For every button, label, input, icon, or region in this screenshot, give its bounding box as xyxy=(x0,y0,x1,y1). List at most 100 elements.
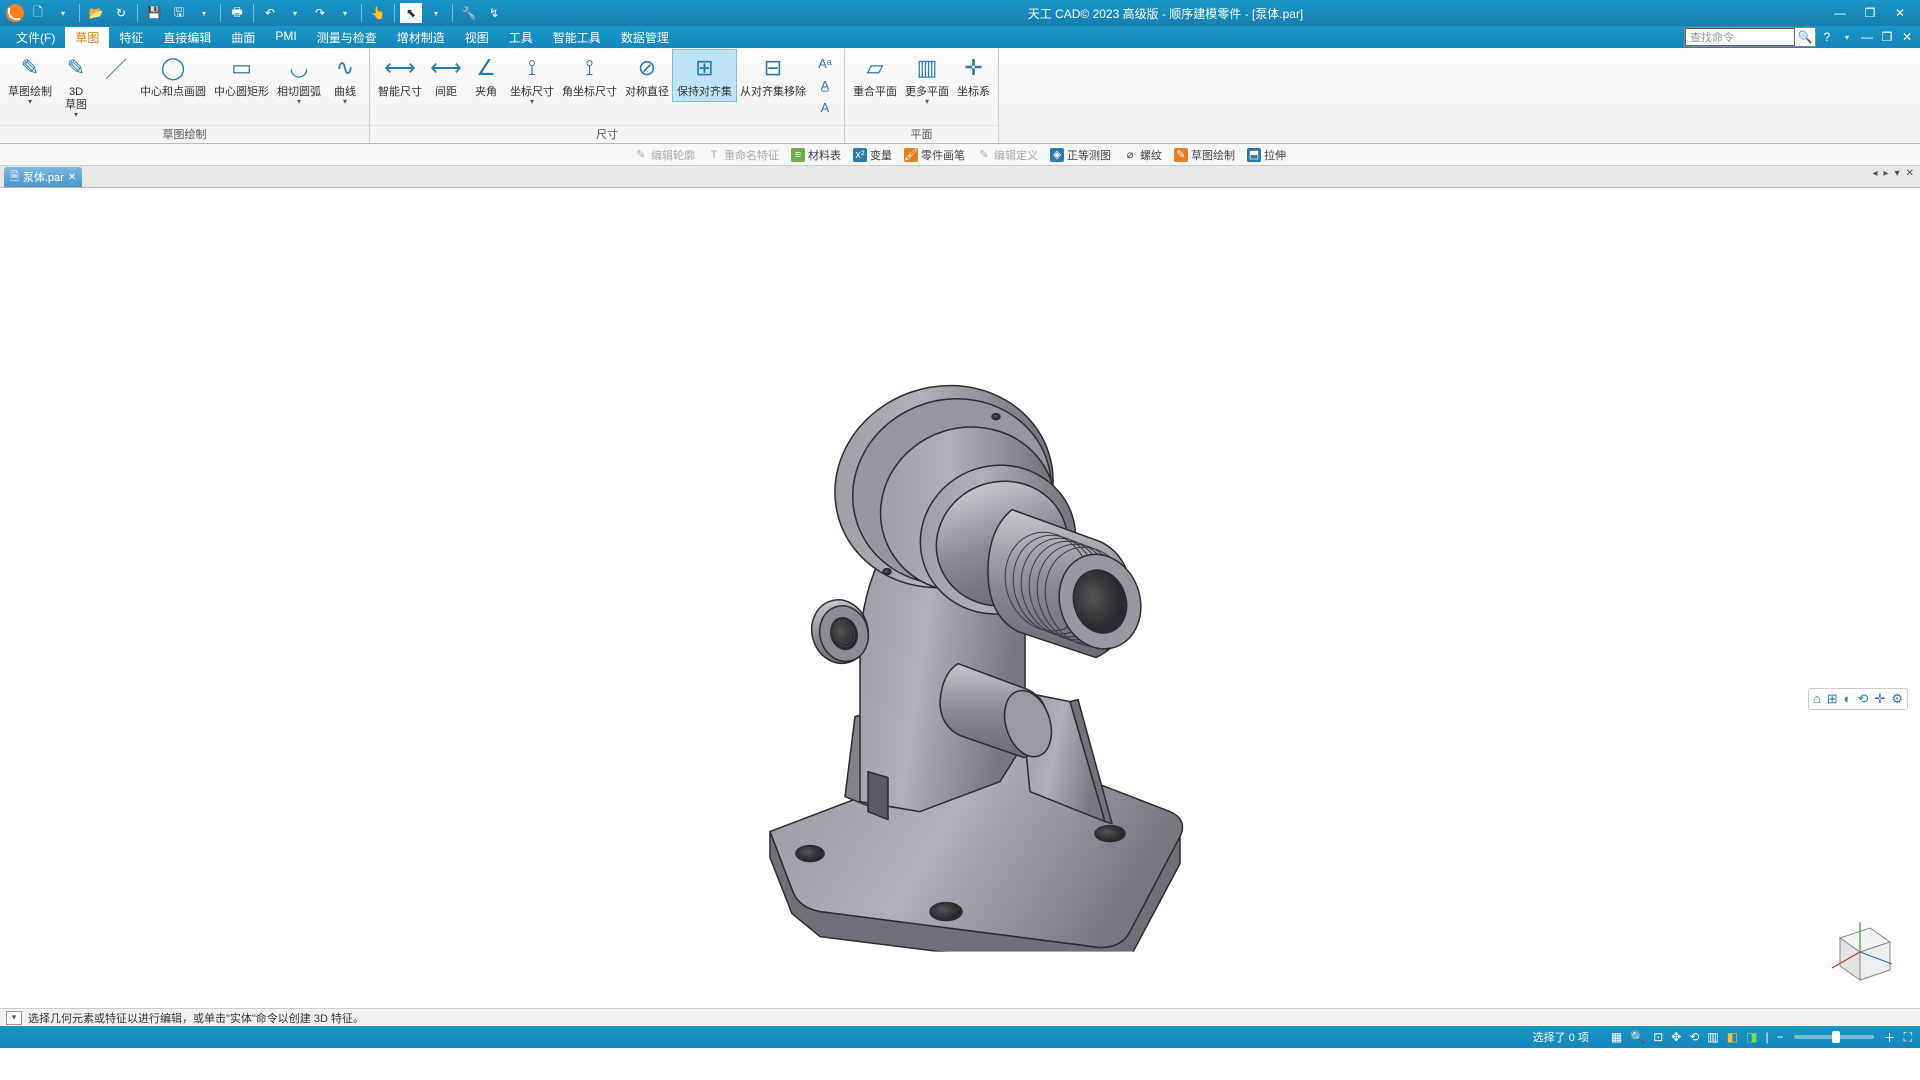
subbar-item-3[interactable]: x²变量 xyxy=(849,146,896,164)
subbar-icon: ≡ xyxy=(791,148,805,162)
qat-saveas-dd[interactable]: ▾ xyxy=(193,3,215,23)
ribbon-btn-0-5[interactable]: ◡相切圆弧▾ xyxy=(273,50,325,108)
tab-prev[interactable]: ◂ xyxy=(1871,168,1880,179)
ribbon-btn-1-1[interactable]: ⟷间距 xyxy=(426,50,466,101)
status-zoom-window-icon[interactable]: ⊡ xyxy=(1651,1030,1665,1044)
ribbon-small-1-2[interactable]: A xyxy=(812,96,838,118)
ribbon-btn-1-3[interactable]: ⟟坐标尺寸▾ xyxy=(506,50,558,108)
qat-touch[interactable]: 👆 xyxy=(367,3,389,23)
ribbon-btn-label: 从对齐集移除 xyxy=(740,86,806,99)
menu-9[interactable]: 工具 xyxy=(499,27,543,48)
nav-shade-icon[interactable]: ◐ xyxy=(1844,691,1852,707)
qat-redo[interactable]: ↷ xyxy=(309,3,331,23)
qat-save[interactable]: 💾 xyxy=(143,3,165,23)
mdi-restore[interactable]: ❐ xyxy=(1878,30,1896,44)
subbar-icon: ✎ xyxy=(1174,148,1188,162)
command-search[interactable]: 查找命令 🔍 xyxy=(1684,27,1816,47)
subbar-item-9[interactable]: ⬒拉伸 xyxy=(1243,146,1290,164)
ribbon-btn-0-3[interactable]: ◯中心和点画圆 xyxy=(136,50,210,101)
menu-4[interactable]: 曲面 xyxy=(221,27,265,48)
help-dd[interactable]: ▾ xyxy=(1838,33,1856,42)
status-rotate-icon[interactable]: ⟲ xyxy=(1687,1030,1701,1044)
menu-10[interactable]: 智能工具 xyxy=(543,27,611,48)
status-pan-icon[interactable]: ✥ xyxy=(1669,1030,1683,1044)
doc-tab-active[interactable]: 🗎 泵体.par ✕ xyxy=(4,167,82,187)
subbar-item-4[interactable]: 🖌零件画笔 xyxy=(900,146,969,164)
qat-redo-dd[interactable]: ▾ xyxy=(334,3,356,23)
tab-list[interactable]: ▾ xyxy=(1893,168,1902,179)
qat-tool2[interactable]: ↯ xyxy=(483,3,505,23)
mdi-close[interactable]: ✕ xyxy=(1898,30,1916,44)
qat-select[interactable]: ⬉ xyxy=(400,3,422,23)
search-icon[interactable]: 🔍 xyxy=(1795,30,1815,44)
qat-select-dd[interactable]: ▾ xyxy=(425,3,447,23)
menu-3[interactable]: 直接编辑 xyxy=(153,27,221,48)
viewport-3d[interactable]: ⌂ ⊞ ◐ ⟲ ✛ ⚙ xyxy=(0,188,1920,1008)
search-input[interactable]: 查找命令 xyxy=(1685,28,1795,46)
menu-5[interactable]: PMI xyxy=(265,27,306,48)
view-cube[interactable] xyxy=(1820,908,1900,988)
subbar-item-6[interactable]: ◈正等测图 xyxy=(1046,146,1115,164)
status-grid-icon[interactable]: ▦ xyxy=(1609,1030,1624,1044)
menu-0[interactable]: 文件(F) xyxy=(6,27,65,48)
tab-next[interactable]: ▸ xyxy=(1882,168,1891,179)
qat-open[interactable]: 📂 xyxy=(85,3,107,23)
ribbon-btn-1-0[interactable]: ⟷智能尺寸 xyxy=(374,50,426,101)
status-style2-icon[interactable]: ◨ xyxy=(1744,1030,1759,1044)
ribbon-btn-2-2[interactable]: ✛坐标系 xyxy=(953,50,994,101)
menu-2[interactable]: 特征 xyxy=(109,27,153,48)
subbar-item-2[interactable]: ≡材料表 xyxy=(787,146,845,164)
zoom-out-icon[interactable]: − xyxy=(1775,1030,1786,1044)
qat-new-dd[interactable]: ▾ xyxy=(52,3,74,23)
document-tabs: 🗎 泵体.par ✕ ◂ ▸ ▾ ✕ xyxy=(0,166,1920,188)
qat-refresh[interactable]: ↻ xyxy=(110,3,132,23)
menu-8[interactable]: 视图 xyxy=(455,27,499,48)
nav-settings-icon[interactable]: ⚙ xyxy=(1891,691,1903,707)
nav-axes-icon[interactable]: ✛ xyxy=(1874,691,1885,707)
qat-new[interactable]: 🗋 xyxy=(27,3,49,23)
prompt-expand-button[interactable]: ▾ xyxy=(6,1011,22,1025)
ribbon-btn-1-6[interactable]: ⊞保持对齐集 xyxy=(673,50,736,101)
ribbon-btn-0-0[interactable]: ✎草图绘制▾ xyxy=(4,50,56,108)
help-icon[interactable]: ? xyxy=(1818,30,1836,44)
ribbon-btn-0-1[interactable]: ✎3D草图▾ xyxy=(56,50,96,121)
doc-tab-label: 泵体.par xyxy=(23,169,64,185)
status-style1-icon[interactable]: ◧ xyxy=(1725,1030,1740,1044)
qat-undo-dd[interactable]: ▾ xyxy=(284,3,306,23)
menu-7[interactable]: 增材制造 xyxy=(387,27,455,48)
subbar-item-8[interactable]: ✎草图绘制 xyxy=(1170,146,1239,164)
menu-1[interactable]: 草图 xyxy=(65,27,109,48)
status-views-icon[interactable]: ▥ xyxy=(1705,1030,1720,1044)
status-fit-icon[interactable]: ⛶ xyxy=(1902,1030,1914,1045)
close-button[interactable]: ✕ xyxy=(1886,3,1914,23)
qat-print[interactable]: 🖶 xyxy=(226,3,248,23)
qat-undo[interactable]: ↶ xyxy=(259,3,281,23)
ribbon-btn-0-6[interactable]: ∿曲线▾ xyxy=(325,50,365,108)
nav-home-icon[interactable]: ⌂ xyxy=(1813,691,1821,707)
mdi-minimize[interactable]: — xyxy=(1858,30,1876,44)
tab-close-all[interactable]: ✕ xyxy=(1904,168,1916,179)
ribbon-btn-0-2[interactable]: ／ xyxy=(96,50,136,86)
ribbon-small-1-0[interactable]: Aᵃ xyxy=(812,52,838,74)
doc-tab-close[interactable]: ✕ xyxy=(68,172,76,183)
qat-saveas[interactable]: 🖫 xyxy=(168,3,190,23)
nav-ortho-icon[interactable]: ⊞ xyxy=(1827,691,1838,707)
qat-tool1[interactable]: 🔧 xyxy=(458,3,480,23)
nav-rotate-icon[interactable]: ⟲ xyxy=(1858,691,1869,707)
ribbon-small-1-1[interactable]: A̲ xyxy=(812,74,838,96)
menu-11[interactable]: 数据管理 xyxy=(611,27,679,48)
ribbon-btn-1-4[interactable]: ⟟角坐标尺寸 xyxy=(558,50,621,101)
ribbon-btn-1-7[interactable]: ⊟从对齐集移除 xyxy=(736,50,810,101)
minimize-button[interactable]: — xyxy=(1826,3,1854,23)
ribbon-btn-1-2[interactable]: ∠夹角 xyxy=(466,50,506,101)
menu-6[interactable]: 测量与检查 xyxy=(307,27,387,48)
ribbon-btn-2-1[interactable]: ▥更多平面▾ xyxy=(901,50,953,108)
ribbon-btn-2-0[interactable]: ▱重合平面 xyxy=(849,50,901,101)
zoom-in-icon[interactable]: ＋ xyxy=(1882,1029,1898,1046)
zoom-slider[interactable] xyxy=(1794,1035,1874,1039)
ribbon-btn-0-4[interactable]: ▭中心圆矩形 xyxy=(210,50,273,101)
status-zoom-fit-icon[interactable]: 🔍 xyxy=(1628,1030,1647,1044)
subbar-item-7[interactable]: ⌀螺纹 xyxy=(1119,146,1166,164)
ribbon-btn-1-5[interactable]: ⊘对称直径 xyxy=(621,50,673,101)
restore-button[interactable]: ❐ xyxy=(1856,3,1884,23)
